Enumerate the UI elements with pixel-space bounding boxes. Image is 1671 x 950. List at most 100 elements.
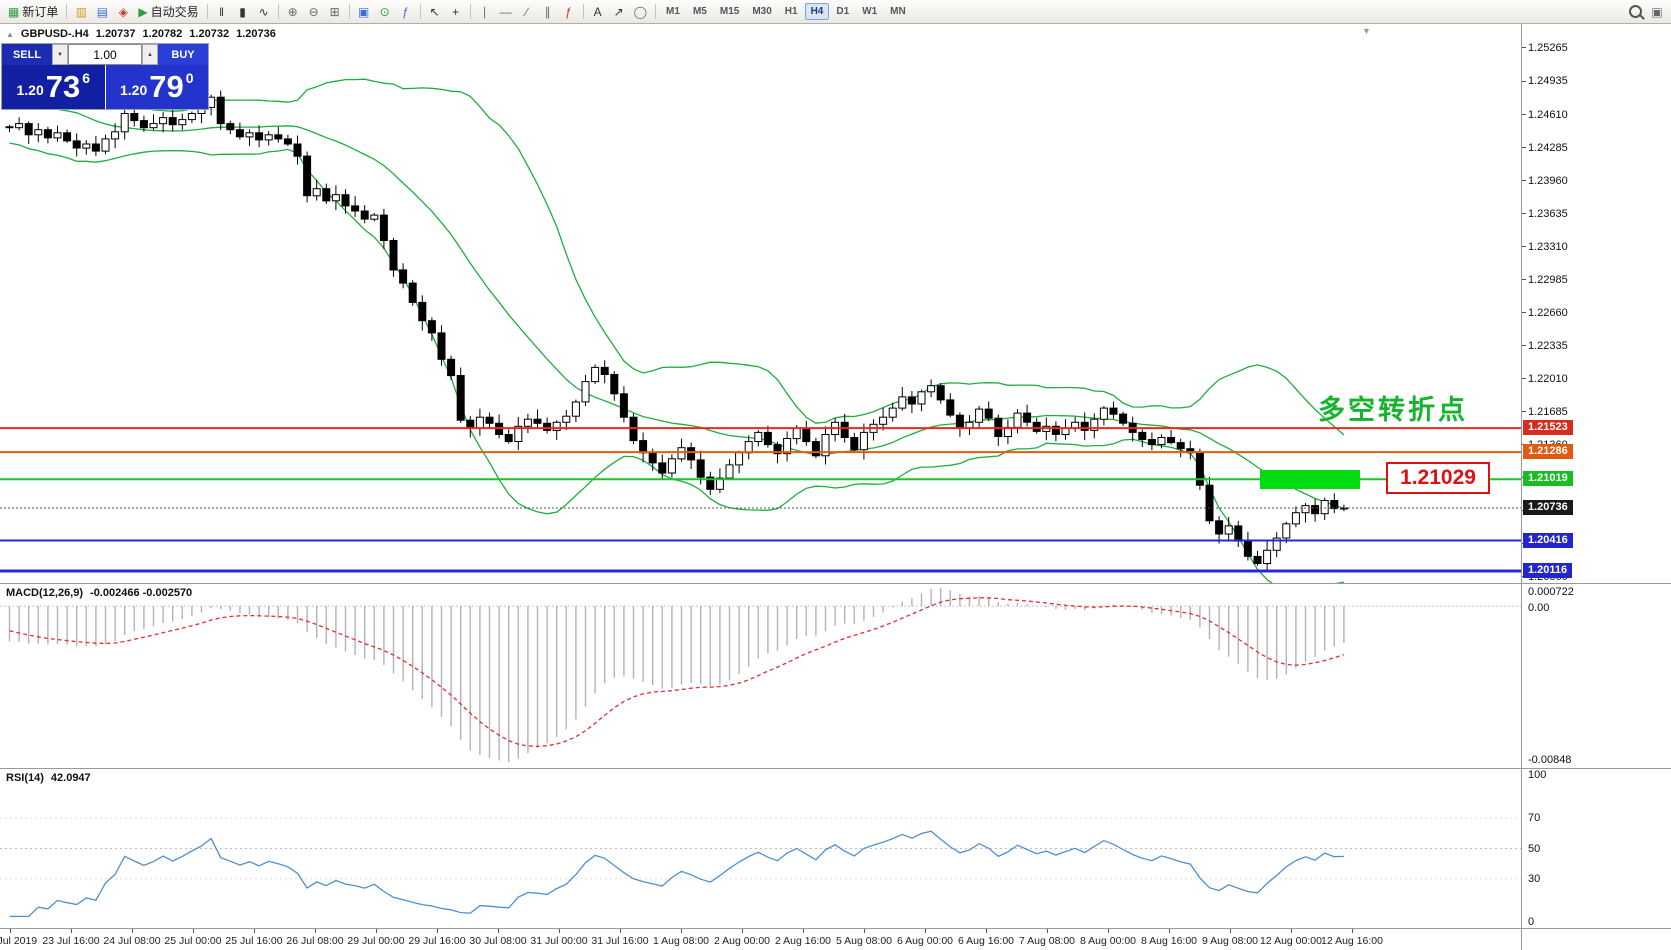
price-scale[interactable]: 1.25265 1.24935 1.24610 1.24285 1.23960 1.236… (1522, 24, 1671, 950)
price-tick-mark (1522, 279, 1526, 280)
rsi-label: RSI(14) 42.0947 (6, 772, 91, 784)
macd-signal-line (9, 597, 1345, 748)
market-watch-button[interactable]: ▥ (71, 2, 91, 22)
macd-pane-canvas[interactable] (0, 584, 1521, 768)
time-label: 26 Jul 08:00 (286, 935, 344, 947)
time-label: 12 Aug 00:00 (1260, 935, 1322, 947)
price-tick-label: 1.25265 (1528, 41, 1568, 54)
timeframe-mn[interactable]: MN (884, 3, 912, 20)
buy-price-button[interactable]: 1.20 79 0 (105, 65, 208, 109)
one-click-collapse-arrow[interactable]: ▲ (6, 29, 14, 39)
timeframe-w1[interactable]: W1 (856, 3, 883, 20)
turning-point-annotation[interactable]: 多空转折点 (1318, 395, 1468, 425)
new-order-button[interactable]: ▦ 新订单 (4, 2, 62, 22)
shapes-button[interactable]: ◯ (630, 2, 651, 22)
timeframe-h1[interactable]: H1 (779, 3, 804, 20)
time-tick (1169, 929, 1170, 933)
macd-pane-separator[interactable] (0, 583, 1671, 584)
templates-button[interactable]: ▣ (354, 2, 374, 22)
search-button[interactable] (1625, 2, 1646, 22)
sell-price-sup: 6 (82, 70, 91, 86)
price-tick-label: 1.22660 (1528, 306, 1568, 319)
sell-price-button[interactable]: 1.20 73 6 (2, 65, 105, 109)
price-badge-1.21286: 1.21286 (1523, 444, 1573, 460)
line-chart-button[interactable]: ∿ (254, 2, 274, 22)
price-tick-label: 1.21685 (1528, 405, 1568, 418)
time-label: 25 Jul 16:00 (225, 935, 283, 947)
rsi-scale-0: 0 (1528, 916, 1535, 928)
time-label: 6 Aug 16:00 (957, 935, 1015, 947)
timeframe-d1[interactable]: D1 (830, 3, 855, 20)
rsi-pane-separator[interactable] (0, 768, 1671, 769)
zoom-in-button[interactable]: ⊕ (283, 2, 303, 22)
volume-decrease-button[interactable]: ▼ (52, 44, 68, 65)
new-order-label: 新订单 (22, 5, 59, 19)
channel-button[interactable]: ∥ (538, 2, 558, 22)
data-window-button[interactable]: ▤ (92, 2, 112, 22)
time-label: 1 Aug 08:00 (652, 935, 710, 947)
period-button[interactable]: ⊙ (375, 2, 395, 22)
time-tick (1108, 929, 1109, 933)
text-tool-button[interactable]: A (588, 2, 608, 22)
horizontal-line-button[interactable]: ― (496, 2, 516, 22)
volume-input[interactable] (68, 44, 142, 65)
timeframe-m15[interactable]: M15 (714, 3, 745, 20)
price-tick-mark (1522, 180, 1526, 181)
sell-header-button[interactable]: SELL (2, 44, 52, 65)
shapes-icon: ◯ (633, 4, 648, 19)
navigator-icon: ◈ (118, 4, 128, 19)
search-icon (1629, 5, 1642, 18)
rsi-scale-70: 70 (1528, 812, 1541, 825)
vertical-line-button[interactable]: ∣ (475, 2, 495, 22)
candle-chart-button[interactable]: ▮ (233, 2, 253, 22)
time-label: 6 Aug 00:00 (896, 935, 954, 947)
toolbar: ▦ 新订单 ▥ ▤ ◈ ▶ 自动交易 ‖ ▮ ∿ ⊕ ⊖ ⊞ ▣ ⊙ ƒ ↖ +… (0, 0, 1671, 24)
trend-line-button[interactable]: ∕ (517, 2, 537, 22)
rsi-pane-canvas[interactable] (0, 769, 1521, 928)
price-badge-1.20116: 1.20116 (1523, 562, 1573, 578)
line-chart-icon: ∿ (258, 4, 269, 19)
time-label: 9 Aug 08:00 (1201, 935, 1259, 947)
cursor-button[interactable]: ↖ (425, 2, 445, 22)
navigator-button[interactable]: ◈ (113, 2, 133, 22)
arrow-tool-button[interactable]: ↗ (609, 2, 629, 22)
price-badge-1.21019: 1.21019 (1523, 471, 1573, 487)
zoom-out-icon: ⊖ (308, 4, 319, 19)
time-tick (1047, 929, 1048, 933)
auto-trading-button[interactable]: ▶ 自动交易 (134, 2, 202, 22)
toolbar-separator (419, 4, 421, 19)
level-label-box[interactable]: 1.21029 (1386, 462, 1490, 494)
price-tick-mark (1522, 81, 1526, 82)
zoom-out-button[interactable]: ⊖ (304, 2, 324, 22)
tile-windows-button[interactable]: ⊞ (325, 2, 345, 22)
time-tick (925, 929, 926, 933)
fibonacci-button[interactable]: ƒ (559, 2, 579, 22)
bar-chart-button[interactable]: ‖ (212, 2, 232, 22)
volume-increase-button[interactable]: ▲ (142, 44, 158, 65)
text-tool-icon: A (593, 4, 602, 19)
timeframe-m5[interactable]: M5 (687, 3, 713, 20)
time-label: 23 Jul 16:00 (42, 935, 100, 947)
bollinger-middle-band (9, 99, 1345, 510)
time-label: 2 Aug 00:00 (713, 935, 771, 947)
timeframe-m1[interactable]: M1 (660, 3, 686, 20)
crosshair-button[interactable]: + (446, 2, 466, 22)
chart-shift-marker[interactable]: ▼ (1362, 26, 1371, 36)
buy-price-small: 1.20 (119, 82, 148, 98)
highlight-zone-rectangle[interactable] (1260, 470, 1360, 489)
time-tick (864, 929, 865, 933)
buy-header-button[interactable]: BUY (158, 44, 208, 65)
fibonacci-icon: ƒ (565, 4, 572, 19)
indicators-button[interactable]: ƒ (396, 2, 416, 22)
timeframe-h4[interactable]: H4 (804, 3, 830, 20)
sell-price-small: 1.20 (16, 82, 44, 98)
time-tick (10, 929, 11, 933)
crosshair-icon: + (452, 4, 460, 19)
time-label: 7 Aug 08:00 (1018, 935, 1076, 947)
panels-button[interactable]: ▣ (1647, 2, 1667, 22)
time-label: 2 Aug 16:00 (774, 935, 832, 947)
main-chart-canvas[interactable] (0, 24, 1521, 583)
macd-label: MACD(12,26,9) -0.002466 -0.002570 (6, 587, 192, 599)
timeframe-m30[interactable]: M30 (746, 3, 777, 20)
